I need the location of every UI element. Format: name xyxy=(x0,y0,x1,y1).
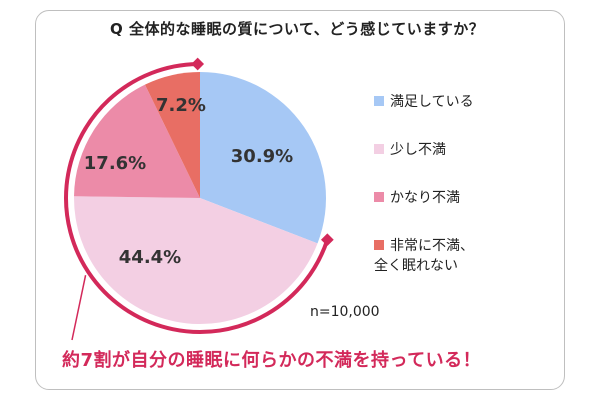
legend-swatch xyxy=(374,144,384,154)
legend-label-line2: 全く眠れない xyxy=(374,258,458,274)
legend-label: 少し不満 xyxy=(390,142,446,158)
legend-swatch xyxy=(374,240,384,250)
legend-item-quite-dissatisfied: かなり不満 xyxy=(374,188,460,208)
pie-slice-very-dissatisfied xyxy=(144,72,200,198)
pie-slice-slightly-dissatisfied xyxy=(73,196,318,324)
legend-label: 満足している xyxy=(390,94,474,110)
pie-slice-satisfied xyxy=(200,72,326,244)
legend-swatch xyxy=(374,192,384,202)
sample-size-label: n=10,000 xyxy=(310,304,380,320)
callout-pointer-line xyxy=(71,275,87,341)
arc-end-marker xyxy=(320,233,334,247)
slice-label-very-dissatisfied: 7.2% xyxy=(156,95,206,116)
legend-item-very-dissatisfied: 非常に不満、 全く眠れない xyxy=(374,236,474,276)
legend-swatch xyxy=(374,96,384,106)
pie-slice-quite-dissatisfied xyxy=(74,84,200,198)
legend-label: かなり不満 xyxy=(390,190,460,206)
highlight-arc xyxy=(64,62,330,334)
chart-title: Q 全体的な睡眠の質について、どう感じていますか？ xyxy=(110,20,485,38)
slice-label-slightly-dissatisfied: 44.4% xyxy=(119,247,181,268)
legend-item-slightly-dissatisfied: 少し不満 xyxy=(374,140,446,160)
arc-start-marker xyxy=(191,57,205,71)
slice-label-quite-dissatisfied: 17.6% xyxy=(84,153,146,174)
slice-label-satisfied: 30.9% xyxy=(231,146,293,167)
callout-text: 約7割が自分の睡眠に何らかの不満を持っている！ xyxy=(62,350,482,371)
legend-label: 非常に不満、 xyxy=(390,238,474,254)
legend-item-satisfied: 満足している xyxy=(374,92,474,112)
